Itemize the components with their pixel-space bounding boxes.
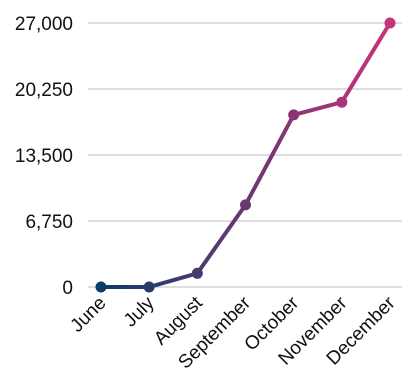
data-point — [288, 109, 300, 121]
y-tick-label: 6,750 — [25, 212, 73, 233]
data-points — [95, 17, 396, 293]
y-tick-label: 0 — [62, 278, 73, 299]
gridlines — [88, 22, 402, 288]
y-tick-label: 20,250 — [15, 80, 73, 101]
data-point — [336, 96, 348, 108]
data-point — [240, 199, 251, 211]
data-point — [143, 281, 155, 293]
y-axis-tick-labels: 0 6,750 13,500 20,250 27,000 — [15, 14, 73, 299]
x-tick-label: June — [67, 293, 111, 337]
data-point — [95, 281, 107, 293]
y-tick-label: 13,500 — [15, 146, 73, 167]
data-point — [384, 17, 396, 29]
x-axis-tick-labels: June JulyAugustSeptemberOctoberNovemberDe… — [67, 292, 400, 373]
data-point — [191, 267, 203, 279]
x-tick-label: July — [120, 292, 159, 331]
y-tick-label: 27,000 — [15, 14, 73, 35]
